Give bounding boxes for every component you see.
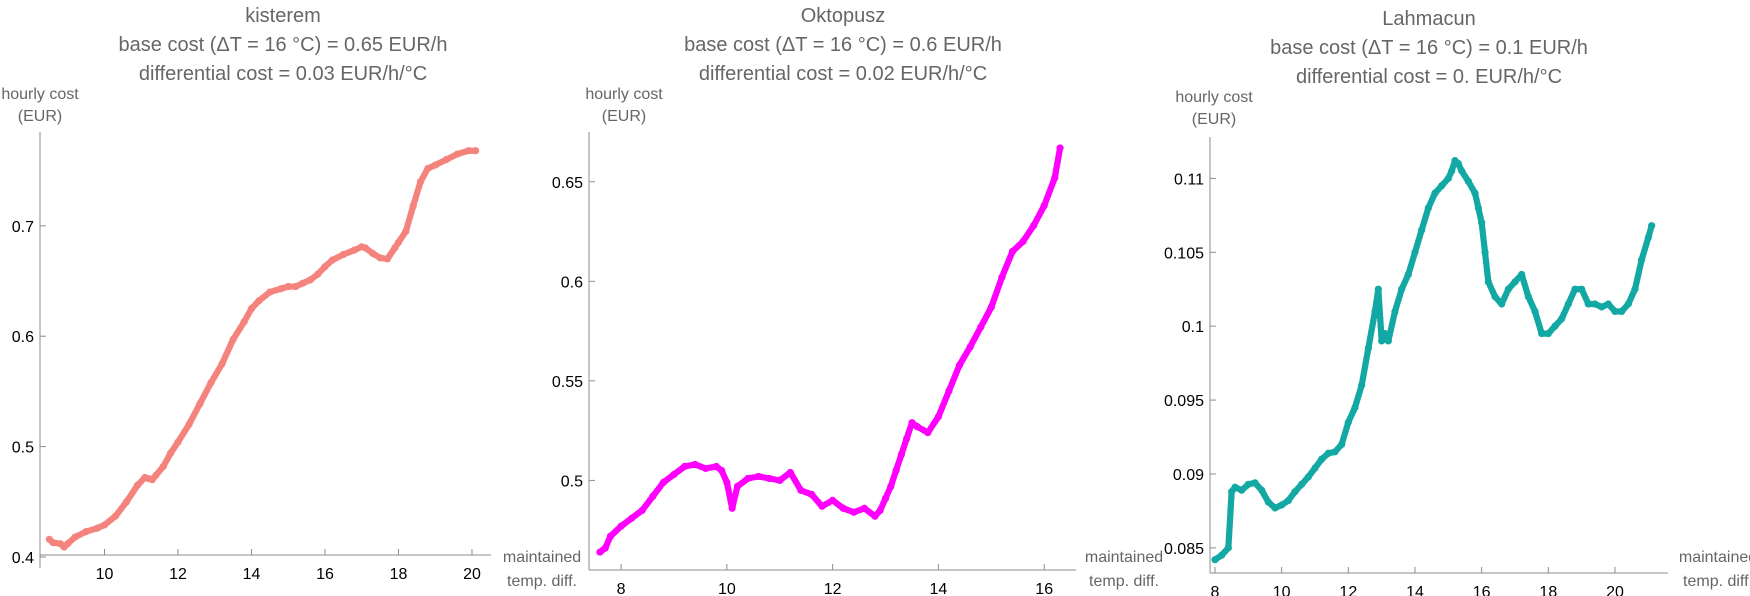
chart-subtitle: base cost (ΔT = 16 °C) = 0.1 EUR/h: [1270, 37, 1588, 59]
chart-subtitle: base cost (ΔT = 16 °C) = 0.6 EUR/h: [684, 34, 1002, 56]
chart-title: Oktopusz: [801, 5, 885, 27]
chart-subtitle: differential cost = 0. EUR/h/°C: [1296, 66, 1562, 88]
x-tick-label: 20: [463, 566, 481, 583]
x-tick-label: 12: [824, 581, 842, 596]
y-axis-label: (EUR): [1192, 111, 1236, 128]
x-axis-label: temp. diff.: [1089, 573, 1159, 590]
x-tick-label: 16: [1035, 581, 1053, 596]
chart-title: Lahmacun: [1382, 8, 1475, 30]
x-axis-label: temp. diff.: [1683, 573, 1750, 590]
series-1: [1211, 157, 1656, 564]
y-tick-label: 0.11: [1174, 171, 1204, 188]
data-point: [472, 147, 480, 155]
chart-panel-2: Oktopusz base cost (ΔT = 16 °C) = 0.6 EUR…: [552, 5, 1163, 596]
y-tick-label: 0.09: [1173, 467, 1204, 484]
x-tick-label: 18: [390, 566, 408, 583]
x-tick-label: 10: [96, 566, 114, 583]
y-tick-label: 0.6: [12, 329, 34, 346]
x-axis-label: maintained: [1679, 549, 1750, 566]
x-tick-label: 20: [1606, 584, 1624, 596]
x-tick-label: 16: [1473, 584, 1491, 596]
series-1: [45, 147, 480, 551]
y-tick-label: 0.6: [561, 274, 583, 291]
y-tick-label: 0.095: [1164, 393, 1204, 410]
x-tick-label: 14: [243, 566, 261, 583]
data-point: [1056, 144, 1064, 152]
x-axis-label: maintained: [1085, 549, 1163, 566]
chart-panel-3: Lahmacun base cost (ΔT = 16 °C) = 0.1 EUR…: [1164, 8, 1750, 596]
y-tick-label: 0.4: [12, 550, 34, 567]
x-axis-label: maintained: [503, 549, 581, 566]
chart-title: kisterem: [245, 5, 321, 27]
y-tick-label: 0.55: [552, 374, 583, 391]
x-tick-label: 10: [718, 581, 736, 596]
y-tick-label: 0.105: [1164, 245, 1204, 262]
y-tick-label: 0.1: [1182, 319, 1204, 336]
y-tick-label: 0.5: [12, 440, 34, 457]
chart-panel-1: kisterem base cost (ΔT = 16 °C) = 0.65 EU…: [1, 5, 581, 590]
x-tick-label: 8: [617, 581, 626, 596]
data-point: [1648, 222, 1656, 230]
x-tick-label: 10: [1273, 584, 1291, 596]
y-tick-label: 0.5: [561, 473, 583, 490]
y-axis-label: (EUR): [602, 108, 646, 125]
x-tick-label: 18: [1539, 584, 1557, 596]
y-axis-label: hourly cost: [1, 86, 79, 103]
chart-subtitle: differential cost = 0.03 EUR/h/°C: [139, 63, 427, 85]
x-tick-label: 14: [1406, 584, 1424, 596]
chart-subtitle: differential cost = 0.02 EUR/h/°C: [699, 63, 987, 85]
y-axis-label: hourly cost: [585, 86, 663, 103]
y-axis-label: hourly cost: [1175, 89, 1253, 106]
y-axis-label: (EUR): [18, 108, 62, 125]
x-tick-label: 12: [169, 566, 187, 583]
y-tick-label: 0.7: [12, 219, 34, 236]
x-axis-label: temp. diff.: [507, 573, 577, 590]
y-tick-label: 0.65: [552, 175, 583, 192]
x-tick-label: 14: [930, 581, 948, 596]
series-1: [596, 144, 1064, 556]
x-tick-label: 12: [1339, 584, 1357, 596]
x-tick-label: 16: [316, 566, 334, 583]
chart-subtitle: base cost (ΔT = 16 °C) = 0.65 EUR/h: [119, 34, 448, 56]
x-tick-label: 8: [1211, 584, 1220, 596]
y-tick-label: 0.085: [1164, 541, 1204, 558]
